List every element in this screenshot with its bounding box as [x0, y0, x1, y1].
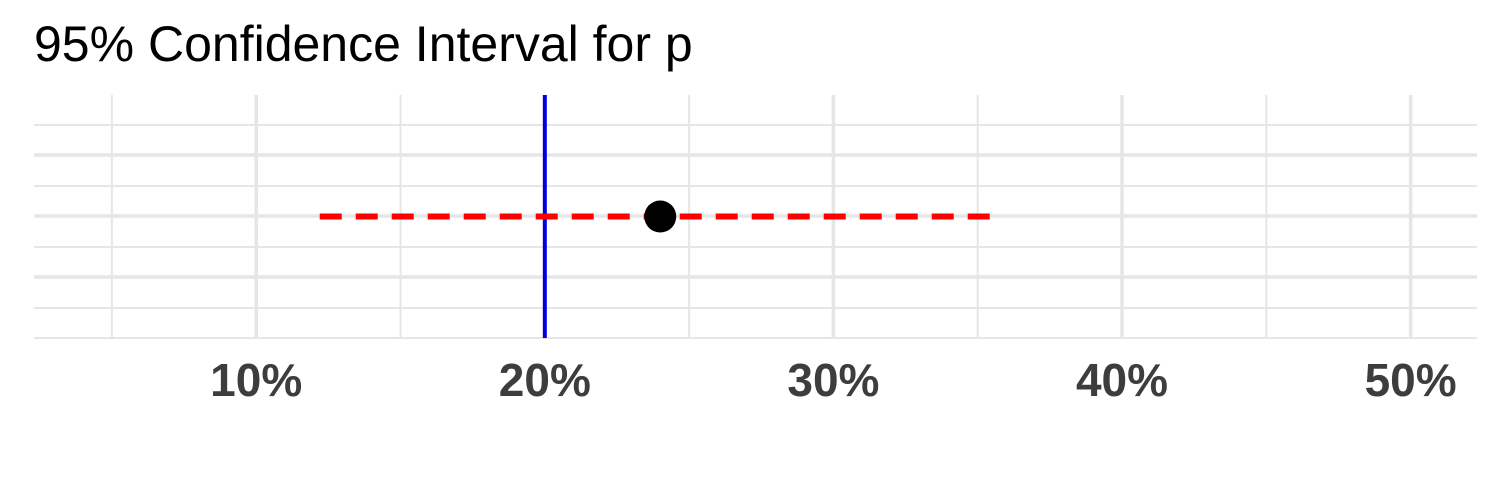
x-tick-label: 20% — [499, 354, 591, 406]
point-estimate — [644, 200, 677, 233]
x-tick-label: 30% — [787, 354, 879, 406]
x-tick-label: 40% — [1076, 354, 1168, 406]
x-tick-label: 50% — [1365, 354, 1457, 406]
x-tick-label: 10% — [210, 354, 302, 406]
x-axis-tick-labels: 10% 20% 30% 40% 50% — [210, 354, 1456, 406]
chart-title: 95% Confidence Interval for p — [34, 16, 693, 72]
chart-marks — [319, 95, 1001, 338]
